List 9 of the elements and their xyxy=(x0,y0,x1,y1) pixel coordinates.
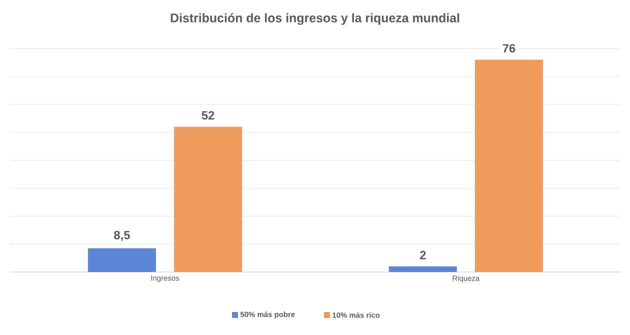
data-label: 8,5 xyxy=(114,230,130,242)
bar xyxy=(474,60,543,272)
data-label: 52 xyxy=(202,111,214,120)
bar xyxy=(388,266,457,272)
chart-title: Distribución de los ingresos y la riqueza mundial xyxy=(170,13,460,25)
data-label: 76 xyxy=(502,44,516,53)
bar xyxy=(174,126,242,272)
data-label: 2 xyxy=(420,250,426,260)
bar xyxy=(88,248,156,272)
